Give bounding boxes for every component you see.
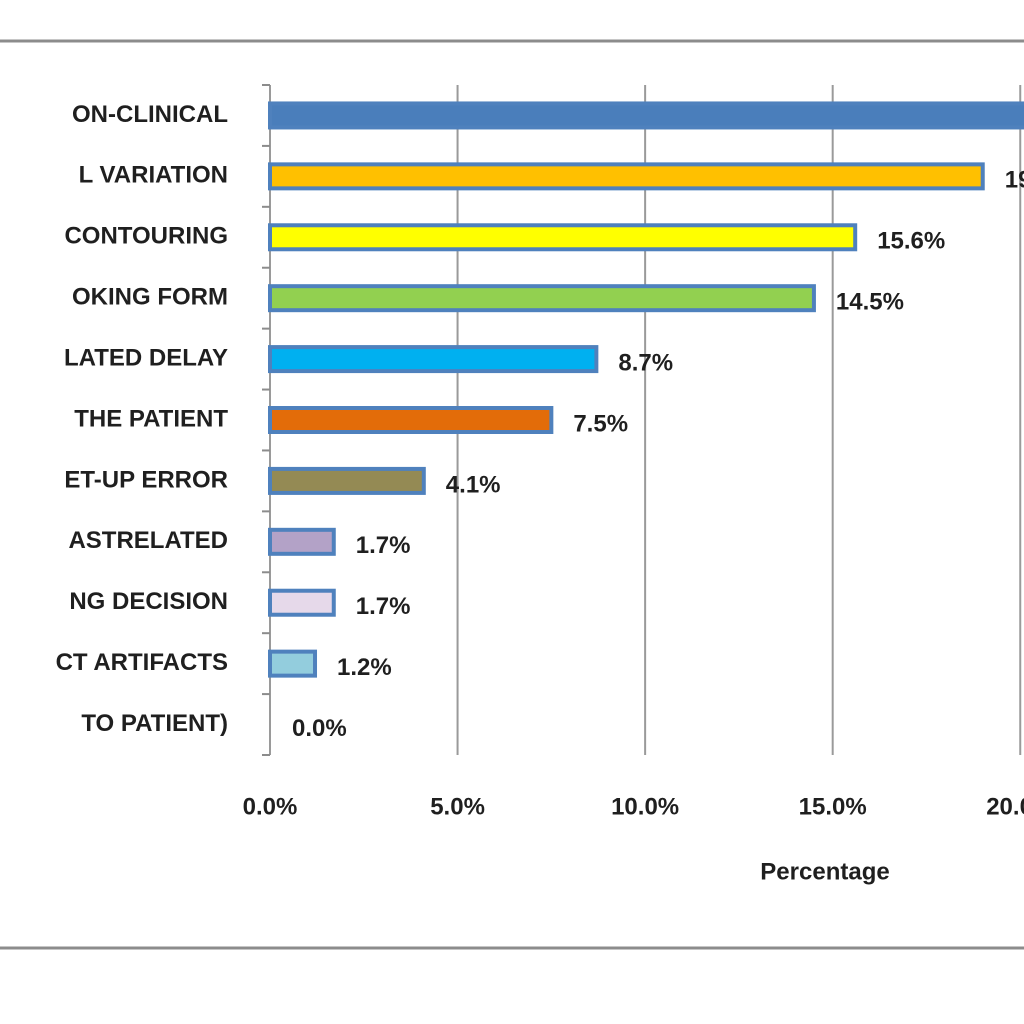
value-label: 1.2% xyxy=(337,654,392,681)
bar xyxy=(268,649,318,678)
value-label: 1.7% xyxy=(356,593,411,620)
x-axis-label: Percentage xyxy=(760,858,889,885)
category-label: ET-UP ERROR xyxy=(64,466,228,493)
x-tick-label: 10.0% xyxy=(611,793,679,820)
category-label: OKING FORM xyxy=(72,284,228,311)
category-label: TO PATIENT) xyxy=(81,710,228,737)
value-label: 15.6% xyxy=(877,228,945,255)
value-label: 7.5% xyxy=(573,410,628,437)
value-label: 0.0% xyxy=(292,715,347,742)
bar xyxy=(268,466,426,495)
x-tick-label: 5.0% xyxy=(430,793,485,820)
x-tick-label: 20.0% xyxy=(986,793,1024,820)
category-label: NG DECISION xyxy=(69,588,228,615)
category-label: ASTRELATED xyxy=(68,527,228,554)
value-label: 19.0% xyxy=(1005,167,1024,194)
bar xyxy=(268,101,1024,130)
bar xyxy=(268,162,985,191)
value-label: 4.1% xyxy=(446,471,501,498)
value-label: 1.7% xyxy=(356,532,411,559)
bar xyxy=(268,284,816,313)
category-label: LATED DELAY xyxy=(64,344,228,371)
bar xyxy=(268,527,336,556)
bar xyxy=(268,223,858,252)
category-label: L VARIATION xyxy=(79,162,228,189)
x-tick-label: 0.0% xyxy=(243,793,298,820)
x-tick-label: 15.0% xyxy=(799,793,867,820)
bar xyxy=(268,406,554,434)
category-label: THE PATIENT xyxy=(74,405,228,432)
category-label: ON-CLINICAL xyxy=(72,101,228,128)
bar xyxy=(268,588,336,617)
value-label: 14.5% xyxy=(836,289,904,316)
category-label: CONTOURING xyxy=(64,223,228,250)
bar xyxy=(268,345,599,374)
value-label: 8.7% xyxy=(618,349,673,376)
category-label: CT ARTIFACTS xyxy=(56,649,228,676)
